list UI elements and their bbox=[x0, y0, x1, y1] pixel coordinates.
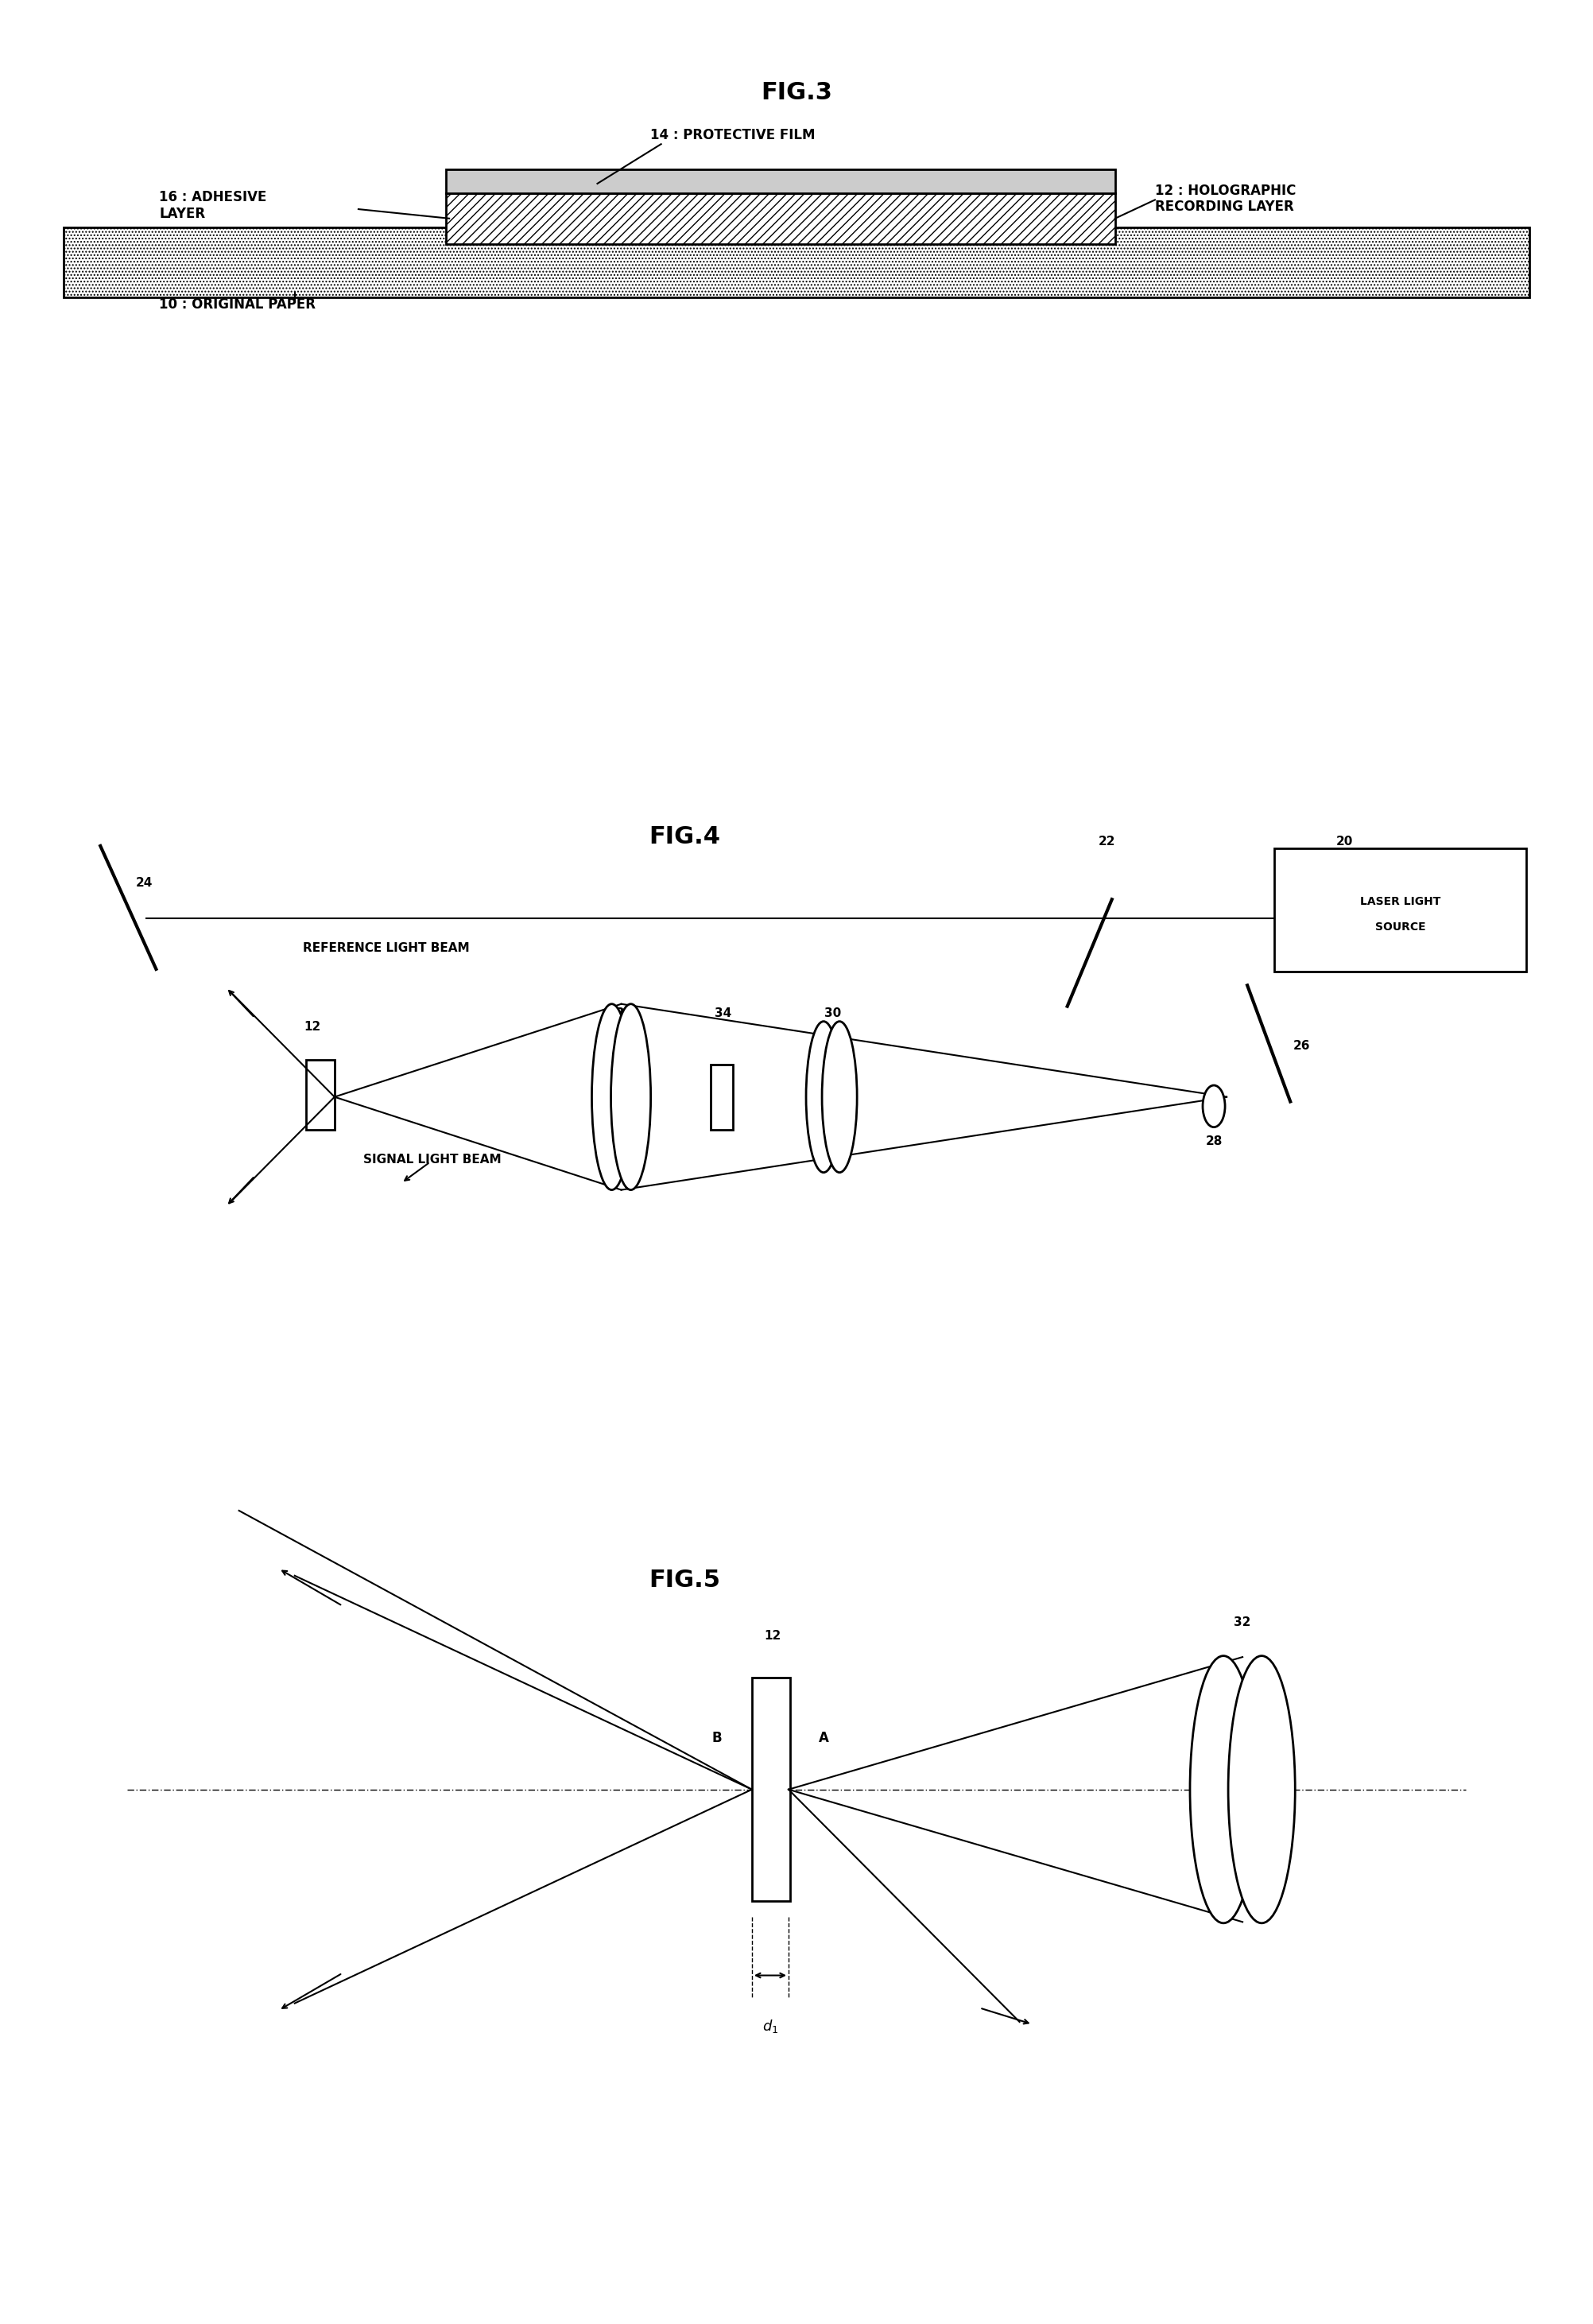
Text: 16 : ADHESIVE: 16 : ADHESIVE bbox=[159, 191, 268, 205]
Bar bbox=[446, 170, 1115, 193]
Text: 20: 20 bbox=[1337, 834, 1352, 848]
Bar bbox=[446, 193, 1115, 244]
Text: LAYER: LAYER bbox=[159, 207, 205, 221]
Ellipse shape bbox=[822, 1020, 857, 1171]
Text: 24: 24 bbox=[135, 876, 153, 890]
Ellipse shape bbox=[612, 1004, 650, 1190]
Text: 32: 32 bbox=[1235, 1615, 1251, 1629]
Text: SIGNAL LIGHT BEAM: SIGNAL LIGHT BEAM bbox=[363, 1153, 502, 1167]
Text: 30: 30 bbox=[825, 1006, 841, 1020]
Text: RECORDING LAYER: RECORDING LAYER bbox=[1155, 200, 1294, 214]
Text: 12: 12 bbox=[304, 1020, 320, 1034]
Text: FIG.4: FIG.4 bbox=[650, 825, 720, 848]
Ellipse shape bbox=[1190, 1655, 1257, 1924]
Bar bbox=[306, 1060, 335, 1129]
Text: 22: 22 bbox=[1099, 834, 1115, 848]
Text: 14 : PROTECTIVE FILM: 14 : PROTECTIVE FILM bbox=[650, 128, 816, 142]
Text: SOURCE: SOURCE bbox=[1375, 923, 1426, 932]
Text: 12: 12 bbox=[765, 1629, 781, 1643]
Text: 26: 26 bbox=[1294, 1039, 1311, 1053]
Text: 10 : ORIGINAL PAPER: 10 : ORIGINAL PAPER bbox=[159, 297, 315, 311]
Ellipse shape bbox=[1203, 1085, 1225, 1127]
Text: A: A bbox=[819, 1731, 828, 1745]
Text: 34: 34 bbox=[715, 1006, 731, 1020]
Text: 32: 32 bbox=[616, 1006, 632, 1020]
Text: $d_1$: $d_1$ bbox=[761, 2017, 779, 2036]
Text: LASER LIGHT: LASER LIGHT bbox=[1360, 897, 1440, 906]
Text: REFERENCE LIGHT BEAM: REFERENCE LIGHT BEAM bbox=[303, 941, 470, 955]
Ellipse shape bbox=[806, 1020, 841, 1171]
Ellipse shape bbox=[593, 1004, 631, 1190]
Text: 28: 28 bbox=[1206, 1134, 1222, 1148]
Ellipse shape bbox=[1228, 1655, 1295, 1924]
Bar bbox=[752, 1678, 790, 1901]
Bar bbox=[64, 228, 1529, 297]
Text: FIG.3: FIG.3 bbox=[761, 81, 832, 105]
Text: FIG.5: FIG.5 bbox=[650, 1569, 720, 1592]
Text: B: B bbox=[712, 1731, 722, 1745]
Text: 12 : HOLOGRAPHIC: 12 : HOLOGRAPHIC bbox=[1155, 184, 1297, 198]
Bar bbox=[710, 1064, 733, 1129]
Bar bbox=[1274, 848, 1526, 971]
